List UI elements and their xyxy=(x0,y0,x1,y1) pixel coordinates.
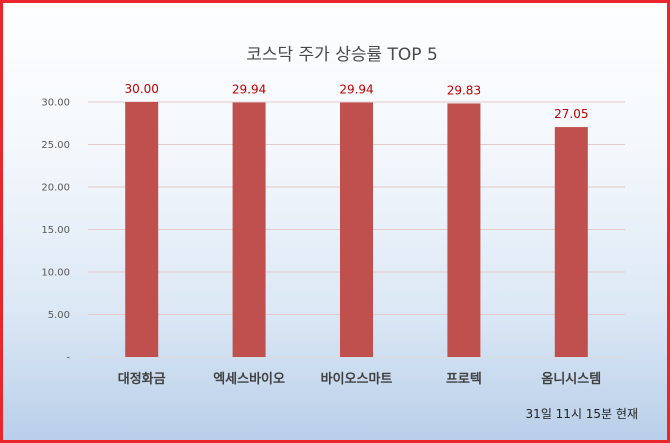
x-tick-label: 엑세스바이오 xyxy=(213,371,285,387)
data-labels: 30.00 29.94 29.94 29.83 27.05 xyxy=(125,82,589,121)
data-label: 29.94 xyxy=(339,83,373,97)
y-tick-label: 5.00 xyxy=(48,310,70,321)
y-tick-label: 30.00 xyxy=(41,98,70,109)
y-axis-ticks: - 5.00 10.00 15.00 20.00 25.00 30.00 xyxy=(41,98,70,364)
data-label: 30.00 xyxy=(125,82,159,96)
bar xyxy=(554,127,588,357)
bar xyxy=(125,102,159,357)
y-tick-label: 15.00 xyxy=(41,225,70,236)
y-tick-label: 25.00 xyxy=(41,140,70,151)
x-tick-label: 대정화금 xyxy=(118,371,166,387)
bar xyxy=(447,103,481,357)
timestamp-note: 31일 11시 15분 현재 xyxy=(526,407,638,421)
y-tick-label: 10.00 xyxy=(41,268,70,279)
bar xyxy=(340,102,373,357)
x-axis-ticks: 대정화금 엑세스바이오 바이오스마트 프로텍 옴니시스템 xyxy=(118,371,601,387)
chart-title: 코스닥 주가 상승률 TOP 5 xyxy=(246,45,438,65)
data-label: 27.05 xyxy=(554,107,588,121)
x-tick-label: 바이오스마트 xyxy=(321,371,393,387)
y-tick-label: - xyxy=(66,353,70,364)
bar xyxy=(232,102,266,357)
data-label: 29.94 xyxy=(232,83,266,97)
bars xyxy=(125,102,588,357)
x-tick-label: 옴니시스템 xyxy=(541,371,601,387)
x-tick-label: 프로텍 xyxy=(446,371,482,387)
data-label: 29.83 xyxy=(447,83,481,97)
y-tick-label: 20.00 xyxy=(41,183,70,194)
